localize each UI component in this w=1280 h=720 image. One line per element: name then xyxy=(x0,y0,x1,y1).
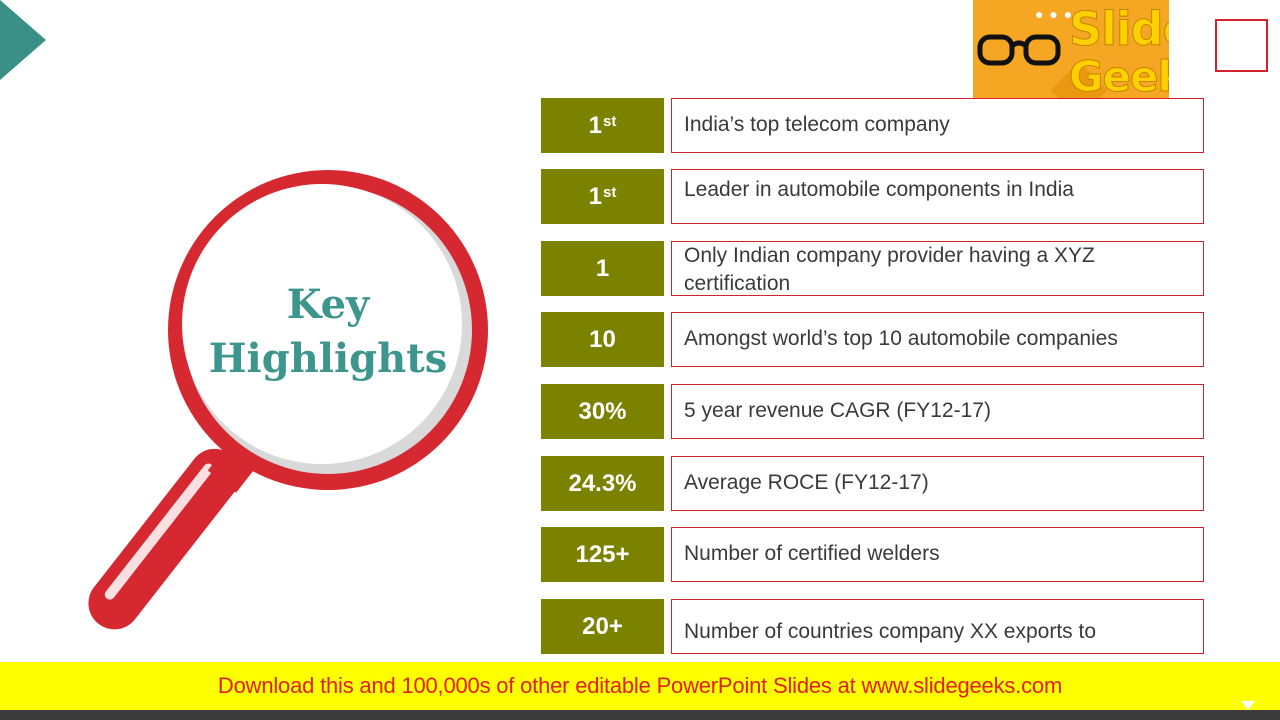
highlight-row: 1 Only Indian company provider having a … xyxy=(541,241,1204,296)
highlight-suffix: st xyxy=(603,184,617,201)
logo-dots: ● ● ● xyxy=(1035,6,1074,22)
highlight-row: 20+ Number of countries company XX expor… xyxy=(541,599,1204,654)
highlight-value: 1 xyxy=(588,182,602,210)
highlight-description: Only Indian company provider having a XY… xyxy=(671,241,1204,296)
highlight-description: India’s top telecom company xyxy=(671,98,1204,153)
highlight-value-badge: 10 xyxy=(541,312,664,367)
highlight-value: 30% xyxy=(578,397,627,425)
highlight-value-badge: 24.3% xyxy=(541,456,664,511)
highlight-value: 10 xyxy=(589,325,616,353)
highlight-description: Number of countries company XX exports t… xyxy=(671,599,1204,654)
highlight-value: 1 xyxy=(595,254,610,282)
highlight-value: 24.3% xyxy=(568,469,637,497)
banner-text[interactable]: Download this and 100,000s of other edit… xyxy=(217,673,1063,698)
glasses-icon xyxy=(977,34,1061,66)
highlight-description: Average ROCE (FY12-17) xyxy=(671,456,1204,511)
highlight-description: 5 year revenue CAGR (FY12-17) xyxy=(671,384,1204,439)
magnifying-glass-icon xyxy=(88,170,488,630)
highlight-row: 24.3% Average ROCE (FY12-17) xyxy=(541,456,1204,511)
highlight-value: 1 xyxy=(588,111,602,139)
corner-arrow-shape xyxy=(0,0,46,80)
title-line-1: Key xyxy=(286,281,370,328)
highlight-description: Amongst world’s top 10 automobile compan… xyxy=(671,312,1204,367)
download-banner[interactable]: Download this and 100,000s of other edit… xyxy=(0,662,1280,710)
page-title: Key Highlights xyxy=(190,278,466,386)
highlight-value: 125+ xyxy=(575,540,630,568)
highlight-row: 30% 5 year revenue CAGR (FY12-17) xyxy=(541,384,1204,439)
bottom-bar xyxy=(0,710,1280,720)
slidegeeks-logo: ● ● ● Slide Geeks xyxy=(973,0,1169,104)
highlight-row: 10 Amongst world’s top 10 automobile com… xyxy=(541,312,1204,367)
highlight-row: 125+ Number of certified welders xyxy=(541,527,1204,582)
corner-square-outline xyxy=(1215,19,1268,72)
highlight-value: 20+ xyxy=(582,612,623,640)
chevron-down-icon[interactable] xyxy=(1241,701,1255,711)
highlight-description: Leader in automobile components in India xyxy=(671,169,1204,224)
highlight-value-badge: 125+ xyxy=(541,527,664,582)
highlight-value-badge: 30% xyxy=(541,384,664,439)
highlight-value-badge: 1 xyxy=(541,241,664,296)
highlight-value-badge: 20+ xyxy=(541,599,664,654)
highlight-suffix: st xyxy=(603,113,617,130)
highlight-description: Number of certified welders xyxy=(671,527,1204,582)
title-line-2: Highlights xyxy=(208,335,448,382)
logo-word-slide: Slide xyxy=(1069,2,1169,57)
logo-word-geeks: Geeks xyxy=(1068,52,1169,102)
